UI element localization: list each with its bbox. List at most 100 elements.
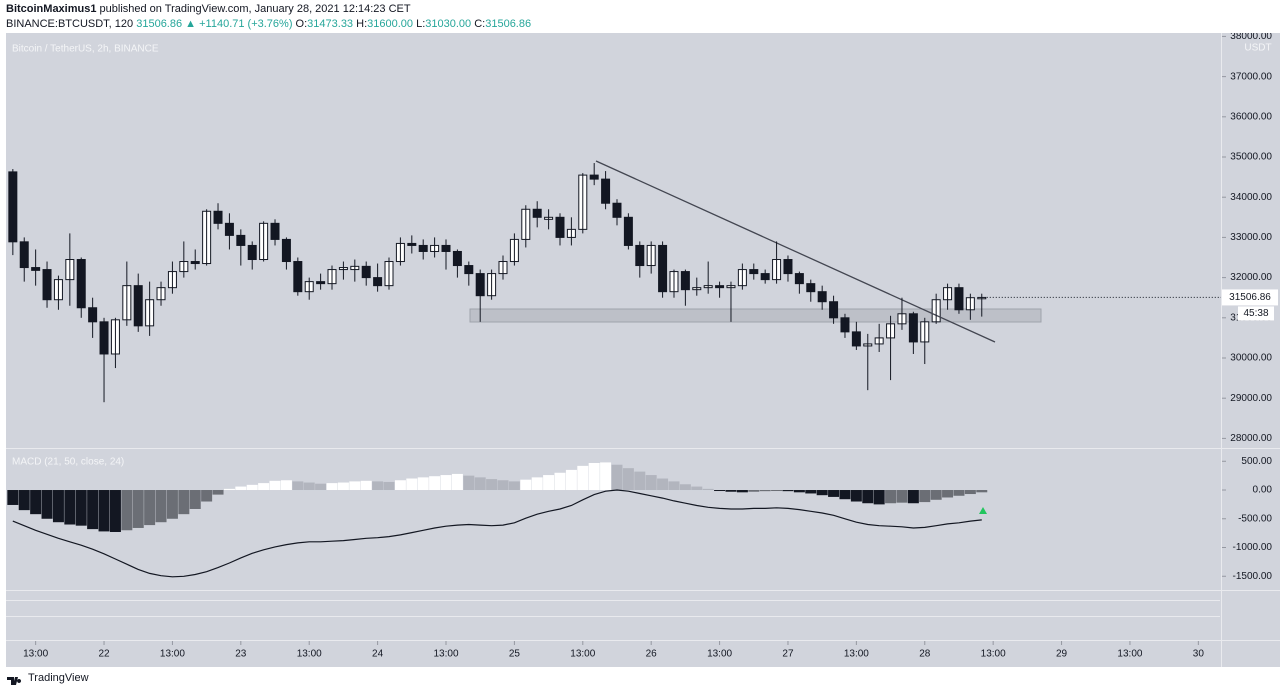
y-tick-label: 500.00 bbox=[1241, 456, 1272, 467]
x-tick-label: 24 bbox=[372, 649, 384, 660]
histogram-bar bbox=[748, 490, 760, 492]
histogram-bar bbox=[98, 490, 110, 532]
x-tick-label: 27 bbox=[782, 649, 794, 660]
histogram-bar bbox=[41, 490, 53, 519]
y-tick-label: 38000.00 bbox=[1230, 33, 1272, 42]
author: BitcoinMaximus1 bbox=[6, 3, 97, 15]
histogram-bar bbox=[657, 478, 669, 491]
histogram-bar bbox=[782, 490, 794, 492]
ohlc-value: 31473.33 bbox=[307, 18, 354, 30]
indicator-title: MACD (21, 50, close, 24) bbox=[12, 457, 124, 468]
change: ▲ +1140.71 (+3.76%) bbox=[185, 18, 293, 30]
histogram-bar bbox=[953, 490, 965, 496]
ohlc-label: O: bbox=[295, 18, 308, 30]
histogram-bar bbox=[577, 465, 589, 491]
histogram-bar bbox=[75, 490, 87, 526]
histogram-bar bbox=[315, 483, 327, 491]
histogram-bar bbox=[372, 481, 384, 491]
histogram-bar bbox=[337, 482, 349, 491]
histogram-bar bbox=[246, 484, 258, 491]
y-tick-label: 37000.00 bbox=[1230, 71, 1272, 82]
histogram-bar bbox=[132, 490, 144, 528]
histogram-bar bbox=[258, 483, 270, 491]
y-tick-label: 35000.00 bbox=[1230, 152, 1272, 163]
brand: TradingView bbox=[28, 672, 89, 684]
x-tick-label: 25 bbox=[509, 649, 521, 660]
x-tick-label: 13:00 bbox=[23, 649, 48, 660]
x-tick-label: 13:00 bbox=[433, 649, 458, 660]
histogram-bar bbox=[930, 490, 942, 500]
histogram-bar bbox=[349, 481, 361, 491]
y-tick-label: -500.00 bbox=[1238, 513, 1272, 524]
histogram-bar bbox=[816, 490, 828, 496]
header-line-1: BitcoinMaximus1 published on TradingView… bbox=[6, 2, 531, 17]
y-tick-label: 33000.00 bbox=[1230, 232, 1272, 243]
price: 31506.86 bbox=[136, 18, 183, 30]
histogram-bar bbox=[679, 484, 691, 491]
histogram-bar bbox=[771, 490, 783, 492]
axis-unit: USDT bbox=[1244, 43, 1271, 54]
y-tick-label: 30000.00 bbox=[1230, 353, 1272, 364]
histogram-bar bbox=[668, 481, 680, 491]
published: published on TradingView.com, January 28… bbox=[99, 3, 411, 15]
histogram-bar bbox=[759, 490, 771, 492]
histogram-bar bbox=[919, 490, 931, 503]
histogram-bar bbox=[531, 477, 543, 491]
signal-arrow bbox=[979, 507, 987, 514]
histogram-bar bbox=[201, 490, 213, 502]
histogram-bar bbox=[189, 490, 201, 509]
histogram-bar bbox=[178, 490, 190, 515]
y-tick-label: 34000.00 bbox=[1230, 192, 1272, 203]
x-tick-label: 26 bbox=[646, 649, 658, 660]
histogram-bar bbox=[588, 462, 600, 491]
ohlc-value: 31506.86 bbox=[485, 18, 532, 30]
header: BitcoinMaximus1 published on TradingView… bbox=[6, 2, 531, 32]
histogram-bar bbox=[280, 480, 292, 491]
ohlc-label: H: bbox=[356, 18, 368, 30]
x-tick-label: 23 bbox=[235, 649, 247, 660]
ohlc-value: 31030.00 bbox=[425, 18, 472, 30]
y-tick-label: -1000.00 bbox=[1233, 542, 1273, 553]
ohlc-value: 31600.00 bbox=[367, 18, 414, 30]
support-zone bbox=[469, 308, 1042, 323]
histogram-bar bbox=[121, 490, 133, 531]
histogram-bar bbox=[474, 477, 486, 491]
histogram-bar bbox=[360, 480, 372, 491]
macd-line bbox=[12, 489, 982, 578]
histogram-bar bbox=[30, 490, 42, 515]
histogram-bar bbox=[144, 490, 156, 526]
histogram-bar bbox=[634, 471, 646, 491]
x-tick-label: 13:00 bbox=[707, 649, 732, 660]
histogram-bar bbox=[429, 476, 441, 491]
histogram-bar bbox=[964, 490, 976, 495]
histogram-bar bbox=[417, 477, 429, 491]
symbol: BINANCE:BTCUSDT, 120 bbox=[6, 18, 134, 30]
x-tick-label: 13:00 bbox=[570, 649, 595, 660]
histogram-bar bbox=[725, 490, 737, 492]
histogram-bar bbox=[212, 490, 224, 495]
last-price-label: 31506.86 bbox=[1229, 292, 1271, 303]
ohlc-label: C: bbox=[474, 18, 486, 30]
histogram-bar bbox=[109, 490, 121, 532]
histogram-bar bbox=[303, 482, 315, 491]
x-tick-label: 13:00 bbox=[1117, 649, 1142, 660]
histogram-bar bbox=[520, 479, 532, 491]
histogram-bar bbox=[702, 488, 714, 491]
histogram-bar bbox=[486, 479, 498, 491]
histogram-bar bbox=[394, 480, 406, 491]
histogram-bar bbox=[850, 490, 862, 502]
x-tick-label: 13:00 bbox=[981, 649, 1006, 660]
histogram-bar bbox=[714, 490, 726, 492]
histogram-bar bbox=[691, 486, 703, 491]
histogram-bar bbox=[907, 490, 919, 504]
trend-line bbox=[595, 160, 996, 343]
histogram-bar bbox=[326, 483, 338, 491]
histogram-bar bbox=[269, 480, 281, 491]
histogram-bar bbox=[383, 481, 395, 491]
histogram-bar bbox=[7, 490, 19, 505]
histogram-bar bbox=[52, 490, 64, 523]
ohlc-label: L: bbox=[416, 18, 426, 30]
histogram-bar bbox=[885, 490, 897, 504]
histogram-bar bbox=[87, 490, 99, 530]
